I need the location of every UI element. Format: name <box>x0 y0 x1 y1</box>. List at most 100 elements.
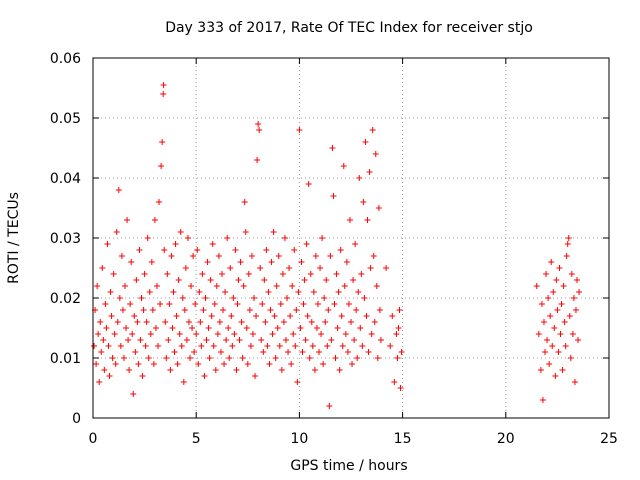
data-point <box>239 355 246 361</box>
data-point <box>300 301 307 307</box>
data-point <box>262 319 269 325</box>
data-point <box>323 277 330 283</box>
data-point <box>252 373 259 379</box>
data-point <box>93 361 100 367</box>
data-point <box>537 367 544 373</box>
data-point <box>141 271 148 277</box>
data-point <box>169 325 176 331</box>
data-point <box>355 289 362 295</box>
data-point <box>328 337 335 343</box>
data-point <box>166 301 173 307</box>
data-point <box>198 343 205 349</box>
data-point <box>335 289 342 295</box>
data-point <box>285 349 292 355</box>
data-point <box>267 307 274 313</box>
data-point <box>188 283 195 289</box>
data-point <box>280 319 287 325</box>
data-point <box>377 337 384 343</box>
data-point <box>324 343 331 349</box>
data-point <box>175 277 182 283</box>
data-point <box>349 361 356 367</box>
data-point <box>545 295 552 301</box>
data-point <box>269 331 276 337</box>
data-point <box>307 271 314 277</box>
data-point <box>363 313 370 319</box>
data-point <box>216 319 223 325</box>
x-axis-label: GPS time / hours <box>290 458 407 474</box>
data-point <box>230 295 237 301</box>
data-point <box>357 325 364 331</box>
y-tick-label: 0.04 <box>50 171 81 187</box>
data-point <box>165 337 172 343</box>
data-point <box>157 301 164 307</box>
data-point <box>337 247 344 253</box>
x-tick-label: 5 <box>192 431 201 447</box>
data-point <box>105 343 112 349</box>
data-point <box>366 169 373 175</box>
data-point <box>142 343 149 349</box>
data-point <box>561 319 568 325</box>
data-point <box>295 289 302 295</box>
data-point <box>373 283 380 289</box>
data-point <box>543 271 550 277</box>
data-point <box>170 289 177 295</box>
data-point <box>331 301 338 307</box>
data-point <box>374 355 381 361</box>
data-point <box>368 331 375 337</box>
data-point <box>144 235 151 241</box>
data-point <box>136 247 143 253</box>
data-point <box>110 271 117 277</box>
data-point <box>158 163 165 169</box>
data-point <box>288 361 295 367</box>
data-point <box>275 253 282 259</box>
data-point <box>387 343 394 349</box>
data-point <box>121 283 128 289</box>
data-point <box>225 325 232 331</box>
data-point <box>551 325 558 331</box>
data-point <box>329 145 336 151</box>
data-point <box>564 241 571 247</box>
data-point <box>145 355 152 361</box>
data-point <box>281 235 288 241</box>
data-point <box>197 319 204 325</box>
y-tick-label: 0 <box>72 411 81 427</box>
data-point <box>256 127 263 133</box>
data-point <box>97 319 104 325</box>
data-point <box>99 265 106 271</box>
data-point <box>244 361 251 367</box>
data-point <box>263 247 270 253</box>
data-point <box>241 199 248 205</box>
data-point <box>98 349 105 355</box>
data-point <box>91 343 98 349</box>
data-point <box>96 379 103 385</box>
data-point <box>221 361 228 367</box>
data-point <box>260 349 267 355</box>
data-point <box>131 313 138 319</box>
data-point <box>560 283 567 289</box>
data-point <box>235 277 242 283</box>
data-point <box>289 283 296 289</box>
data-point <box>278 367 285 373</box>
data-point <box>362 139 369 145</box>
data-point <box>162 319 169 325</box>
data-point <box>255 121 262 127</box>
data-point <box>284 295 291 301</box>
data-point <box>257 265 264 271</box>
data-point <box>397 385 404 391</box>
data-point <box>160 82 167 88</box>
data-point <box>200 307 207 313</box>
data-point <box>287 313 294 319</box>
data-point <box>365 349 372 355</box>
data-point <box>336 367 343 373</box>
data-point <box>95 331 102 337</box>
data-point <box>192 301 199 307</box>
data-point <box>317 265 324 271</box>
data-point <box>391 379 398 385</box>
data-point <box>261 277 268 283</box>
data-point <box>163 355 170 361</box>
data-point <box>552 373 559 379</box>
data-point <box>128 259 135 265</box>
data-point <box>310 289 317 295</box>
data-point <box>135 361 142 367</box>
data-point <box>538 301 545 307</box>
